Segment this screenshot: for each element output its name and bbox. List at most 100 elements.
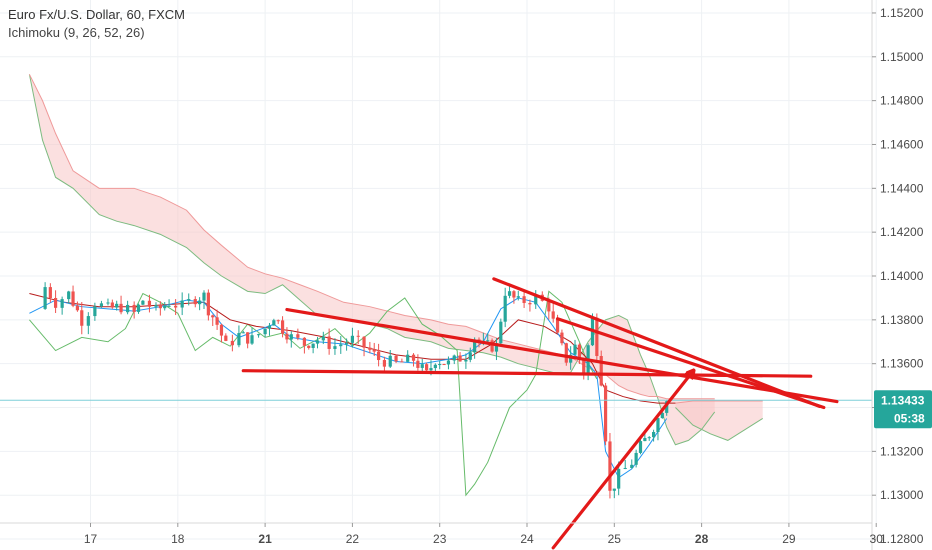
candle-body bbox=[446, 360, 451, 365]
time-tick-label: 22 bbox=[346, 532, 360, 546]
candle bbox=[516, 290, 520, 301]
candle-body bbox=[394, 355, 398, 362]
candle-body bbox=[110, 302, 114, 308]
candle-body bbox=[333, 346, 337, 349]
candle bbox=[528, 299, 532, 312]
candle bbox=[394, 354, 398, 364]
candle bbox=[80, 302, 84, 335]
candle bbox=[344, 338, 349, 351]
candle-body bbox=[315, 340, 320, 344]
trend-line-2 bbox=[285, 307, 839, 404]
time-axis[interactable]: 17 18 21 22 23 24 25 28 29 30 bbox=[0, 522, 883, 546]
candle-body bbox=[154, 305, 158, 307]
candle bbox=[442, 363, 446, 366]
candle-body bbox=[230, 340, 234, 346]
candle bbox=[215, 309, 219, 330]
candle bbox=[507, 284, 512, 299]
candle bbox=[647, 436, 651, 441]
candle bbox=[560, 329, 564, 346]
candle bbox=[382, 356, 387, 371]
candle-body bbox=[67, 291, 71, 300]
candle-body bbox=[224, 335, 228, 341]
candle bbox=[411, 353, 416, 367]
candle bbox=[132, 301, 136, 319]
candle bbox=[551, 303, 555, 323]
trend-arrow bbox=[551, 371, 693, 550]
candle-body bbox=[174, 305, 178, 308]
candle bbox=[237, 325, 241, 348]
candle bbox=[608, 433, 612, 499]
candle bbox=[289, 331, 293, 348]
candle-body bbox=[147, 300, 152, 307]
candle-body bbox=[119, 303, 123, 313]
candle-body bbox=[623, 467, 627, 469]
candle bbox=[512, 290, 516, 304]
candle bbox=[71, 285, 75, 308]
candle-body bbox=[167, 305, 171, 307]
candle-body bbox=[507, 291, 512, 296]
candle-body bbox=[276, 320, 280, 322]
candle bbox=[377, 343, 381, 367]
candle-body bbox=[60, 299, 64, 308]
trendline-drawings[interactable] bbox=[241, 277, 839, 550]
candle-body bbox=[136, 304, 141, 312]
candle bbox=[126, 300, 130, 315]
candle-body bbox=[468, 352, 472, 360]
candle bbox=[522, 291, 526, 308]
candle-body bbox=[289, 334, 293, 340]
candle-body bbox=[503, 295, 507, 322]
candle-body bbox=[528, 303, 532, 305]
candle-body bbox=[377, 351, 381, 361]
candle-body bbox=[280, 320, 285, 334]
candle-body bbox=[211, 315, 215, 318]
candle bbox=[433, 363, 437, 373]
time-tick-label: 17 bbox=[84, 532, 98, 546]
price-tick-label: 1.12800 bbox=[880, 532, 924, 546]
candle bbox=[246, 332, 250, 349]
candle bbox=[315, 337, 320, 349]
price-axis[interactable]: 1.15200 1.15000 1.14800 1.14600 1.14400 1.142… bbox=[871, 0, 924, 550]
candle-body bbox=[660, 412, 664, 419]
time-tick-label: 18 bbox=[171, 532, 185, 546]
candle bbox=[438, 360, 442, 370]
candle bbox=[272, 318, 276, 326]
time-tick-label: 28 bbox=[695, 532, 709, 546]
candle-body bbox=[115, 303, 119, 308]
candle bbox=[458, 352, 462, 362]
candle-body bbox=[141, 300, 145, 305]
candle bbox=[623, 459, 627, 470]
candle-body bbox=[267, 325, 272, 329]
candle-body bbox=[499, 321, 503, 344]
candle bbox=[48, 283, 52, 303]
candle-body bbox=[400, 361, 404, 363]
candle bbox=[416, 354, 420, 371]
candle bbox=[163, 302, 167, 311]
candle-body bbox=[438, 364, 442, 366]
candle bbox=[464, 353, 468, 369]
candle-body bbox=[163, 305, 167, 309]
price-tick-label: 1.13800 bbox=[880, 313, 924, 327]
candle bbox=[388, 349, 392, 369]
candle bbox=[612, 488, 616, 499]
candle bbox=[53, 290, 58, 314]
candle bbox=[564, 342, 568, 366]
candle bbox=[256, 333, 261, 338]
candle-body bbox=[651, 431, 656, 438]
candle bbox=[446, 356, 451, 370]
candle-body bbox=[560, 332, 564, 344]
candle-body bbox=[307, 345, 311, 348]
candle bbox=[651, 429, 656, 442]
candle bbox=[198, 297, 202, 311]
candle bbox=[60, 296, 64, 315]
candle-body bbox=[490, 340, 494, 352]
candle-body bbox=[241, 332, 245, 334]
candle-body bbox=[106, 302, 110, 304]
chikou-span-line bbox=[29, 290, 598, 497]
candle bbox=[141, 299, 145, 306]
candle-body bbox=[647, 437, 651, 439]
candle-body bbox=[198, 300, 202, 305]
candle-body bbox=[311, 343, 315, 348]
candle-body bbox=[551, 311, 555, 319]
candle-body bbox=[237, 333, 241, 346]
